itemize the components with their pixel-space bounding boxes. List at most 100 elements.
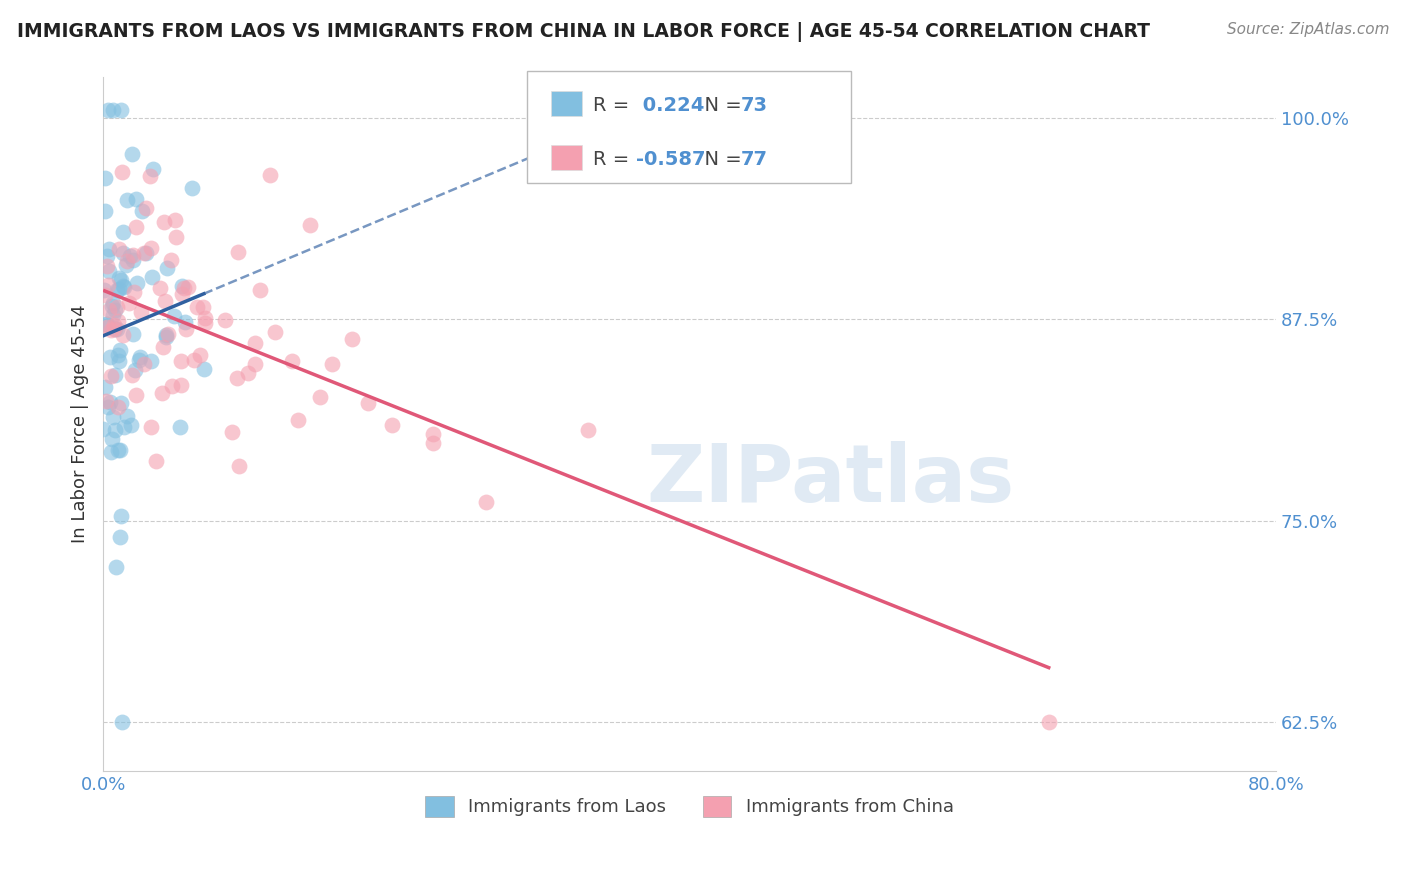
Point <box>263 325 285 339</box>
Point <box>259 168 281 182</box>
Point <box>104 303 127 318</box>
Text: 0.224: 0.224 <box>636 95 704 115</box>
Point <box>173 281 195 295</box>
Point <box>111 715 134 730</box>
Point <box>287 412 309 426</box>
Text: ZIPatlas: ZIPatlas <box>647 441 1014 518</box>
Point <box>107 348 129 362</box>
Point <box>121 146 143 161</box>
Point <box>125 388 148 402</box>
Point <box>93 283 115 297</box>
Point <box>226 244 249 259</box>
Point <box>150 385 173 400</box>
Point <box>186 300 208 314</box>
Point <box>111 279 134 293</box>
Point <box>107 314 129 328</box>
Point <box>110 396 132 410</box>
Point <box>225 371 247 385</box>
Point <box>125 276 148 290</box>
Point <box>93 171 115 186</box>
Text: IMMIGRANTS FROM LAOS VS IMMIGRANTS FROM CHINA IN LABOR FORCE | AGE 45-54 CORRELA: IMMIGRANTS FROM LAOS VS IMMIGRANTS FROM … <box>17 22 1150 42</box>
Point <box>214 312 236 326</box>
Point <box>117 193 139 207</box>
Point <box>342 332 364 346</box>
Point <box>131 204 153 219</box>
Point <box>94 380 117 394</box>
Point <box>142 162 165 177</box>
Text: R =: R = <box>593 150 636 169</box>
Point <box>100 368 122 383</box>
Point <box>139 169 162 183</box>
Text: N =: N = <box>692 150 748 169</box>
Text: R =: R = <box>593 95 636 115</box>
Point <box>475 495 498 509</box>
Point <box>110 530 132 544</box>
Legend: Immigrants from Laos, Immigrants from China: Immigrants from Laos, Immigrants from Ch… <box>418 789 962 824</box>
Point <box>111 225 134 239</box>
Point <box>93 288 115 302</box>
Point <box>153 215 176 229</box>
Point <box>111 165 134 179</box>
Point <box>422 427 444 442</box>
Point <box>165 230 187 244</box>
Point <box>101 309 124 323</box>
Text: N =: N = <box>692 95 748 115</box>
Point <box>108 271 131 285</box>
Point <box>120 418 142 433</box>
Point <box>183 353 205 368</box>
Point <box>96 249 118 263</box>
Text: -0.587: -0.587 <box>636 150 704 169</box>
Point <box>160 378 183 392</box>
Point <box>155 260 177 275</box>
Point <box>245 357 267 371</box>
Point <box>94 203 117 218</box>
Point <box>172 279 194 293</box>
Point <box>118 296 141 310</box>
Point <box>134 246 156 260</box>
Point <box>115 409 138 423</box>
Point <box>107 401 129 415</box>
Point <box>96 259 118 273</box>
Point <box>122 326 145 341</box>
Point <box>118 249 141 263</box>
Point <box>128 352 150 367</box>
Point <box>163 213 186 227</box>
Point <box>135 246 157 260</box>
Point <box>155 330 177 344</box>
Point <box>104 322 127 336</box>
Point <box>576 423 599 437</box>
Point <box>107 242 129 256</box>
Point <box>98 395 121 409</box>
Text: 77: 77 <box>741 150 768 169</box>
Point <box>160 253 183 268</box>
Point <box>145 454 167 468</box>
Point <box>108 343 131 358</box>
Y-axis label: In Labor Force | Age 45-54: In Labor Force | Age 45-54 <box>72 305 89 543</box>
Point <box>103 103 125 117</box>
Point <box>103 322 125 336</box>
Point <box>141 354 163 368</box>
Point <box>128 350 150 364</box>
Point <box>110 103 132 117</box>
Point <box>101 299 124 313</box>
Point <box>121 368 143 382</box>
Point <box>152 339 174 353</box>
Point <box>96 319 118 334</box>
Point <box>125 192 148 206</box>
Text: Source: ZipAtlas.com: Source: ZipAtlas.com <box>1226 22 1389 37</box>
Point <box>174 315 197 329</box>
Point <box>104 423 127 437</box>
Point <box>1038 715 1060 730</box>
Point <box>105 322 128 336</box>
Point <box>122 253 145 268</box>
Point <box>194 316 217 330</box>
Point <box>321 357 343 371</box>
Point <box>188 348 211 362</box>
Point <box>124 363 146 377</box>
Point <box>172 287 194 301</box>
Point <box>243 335 266 350</box>
Point <box>98 263 121 277</box>
Point <box>221 425 243 440</box>
Point <box>180 181 202 195</box>
Point <box>228 458 250 473</box>
